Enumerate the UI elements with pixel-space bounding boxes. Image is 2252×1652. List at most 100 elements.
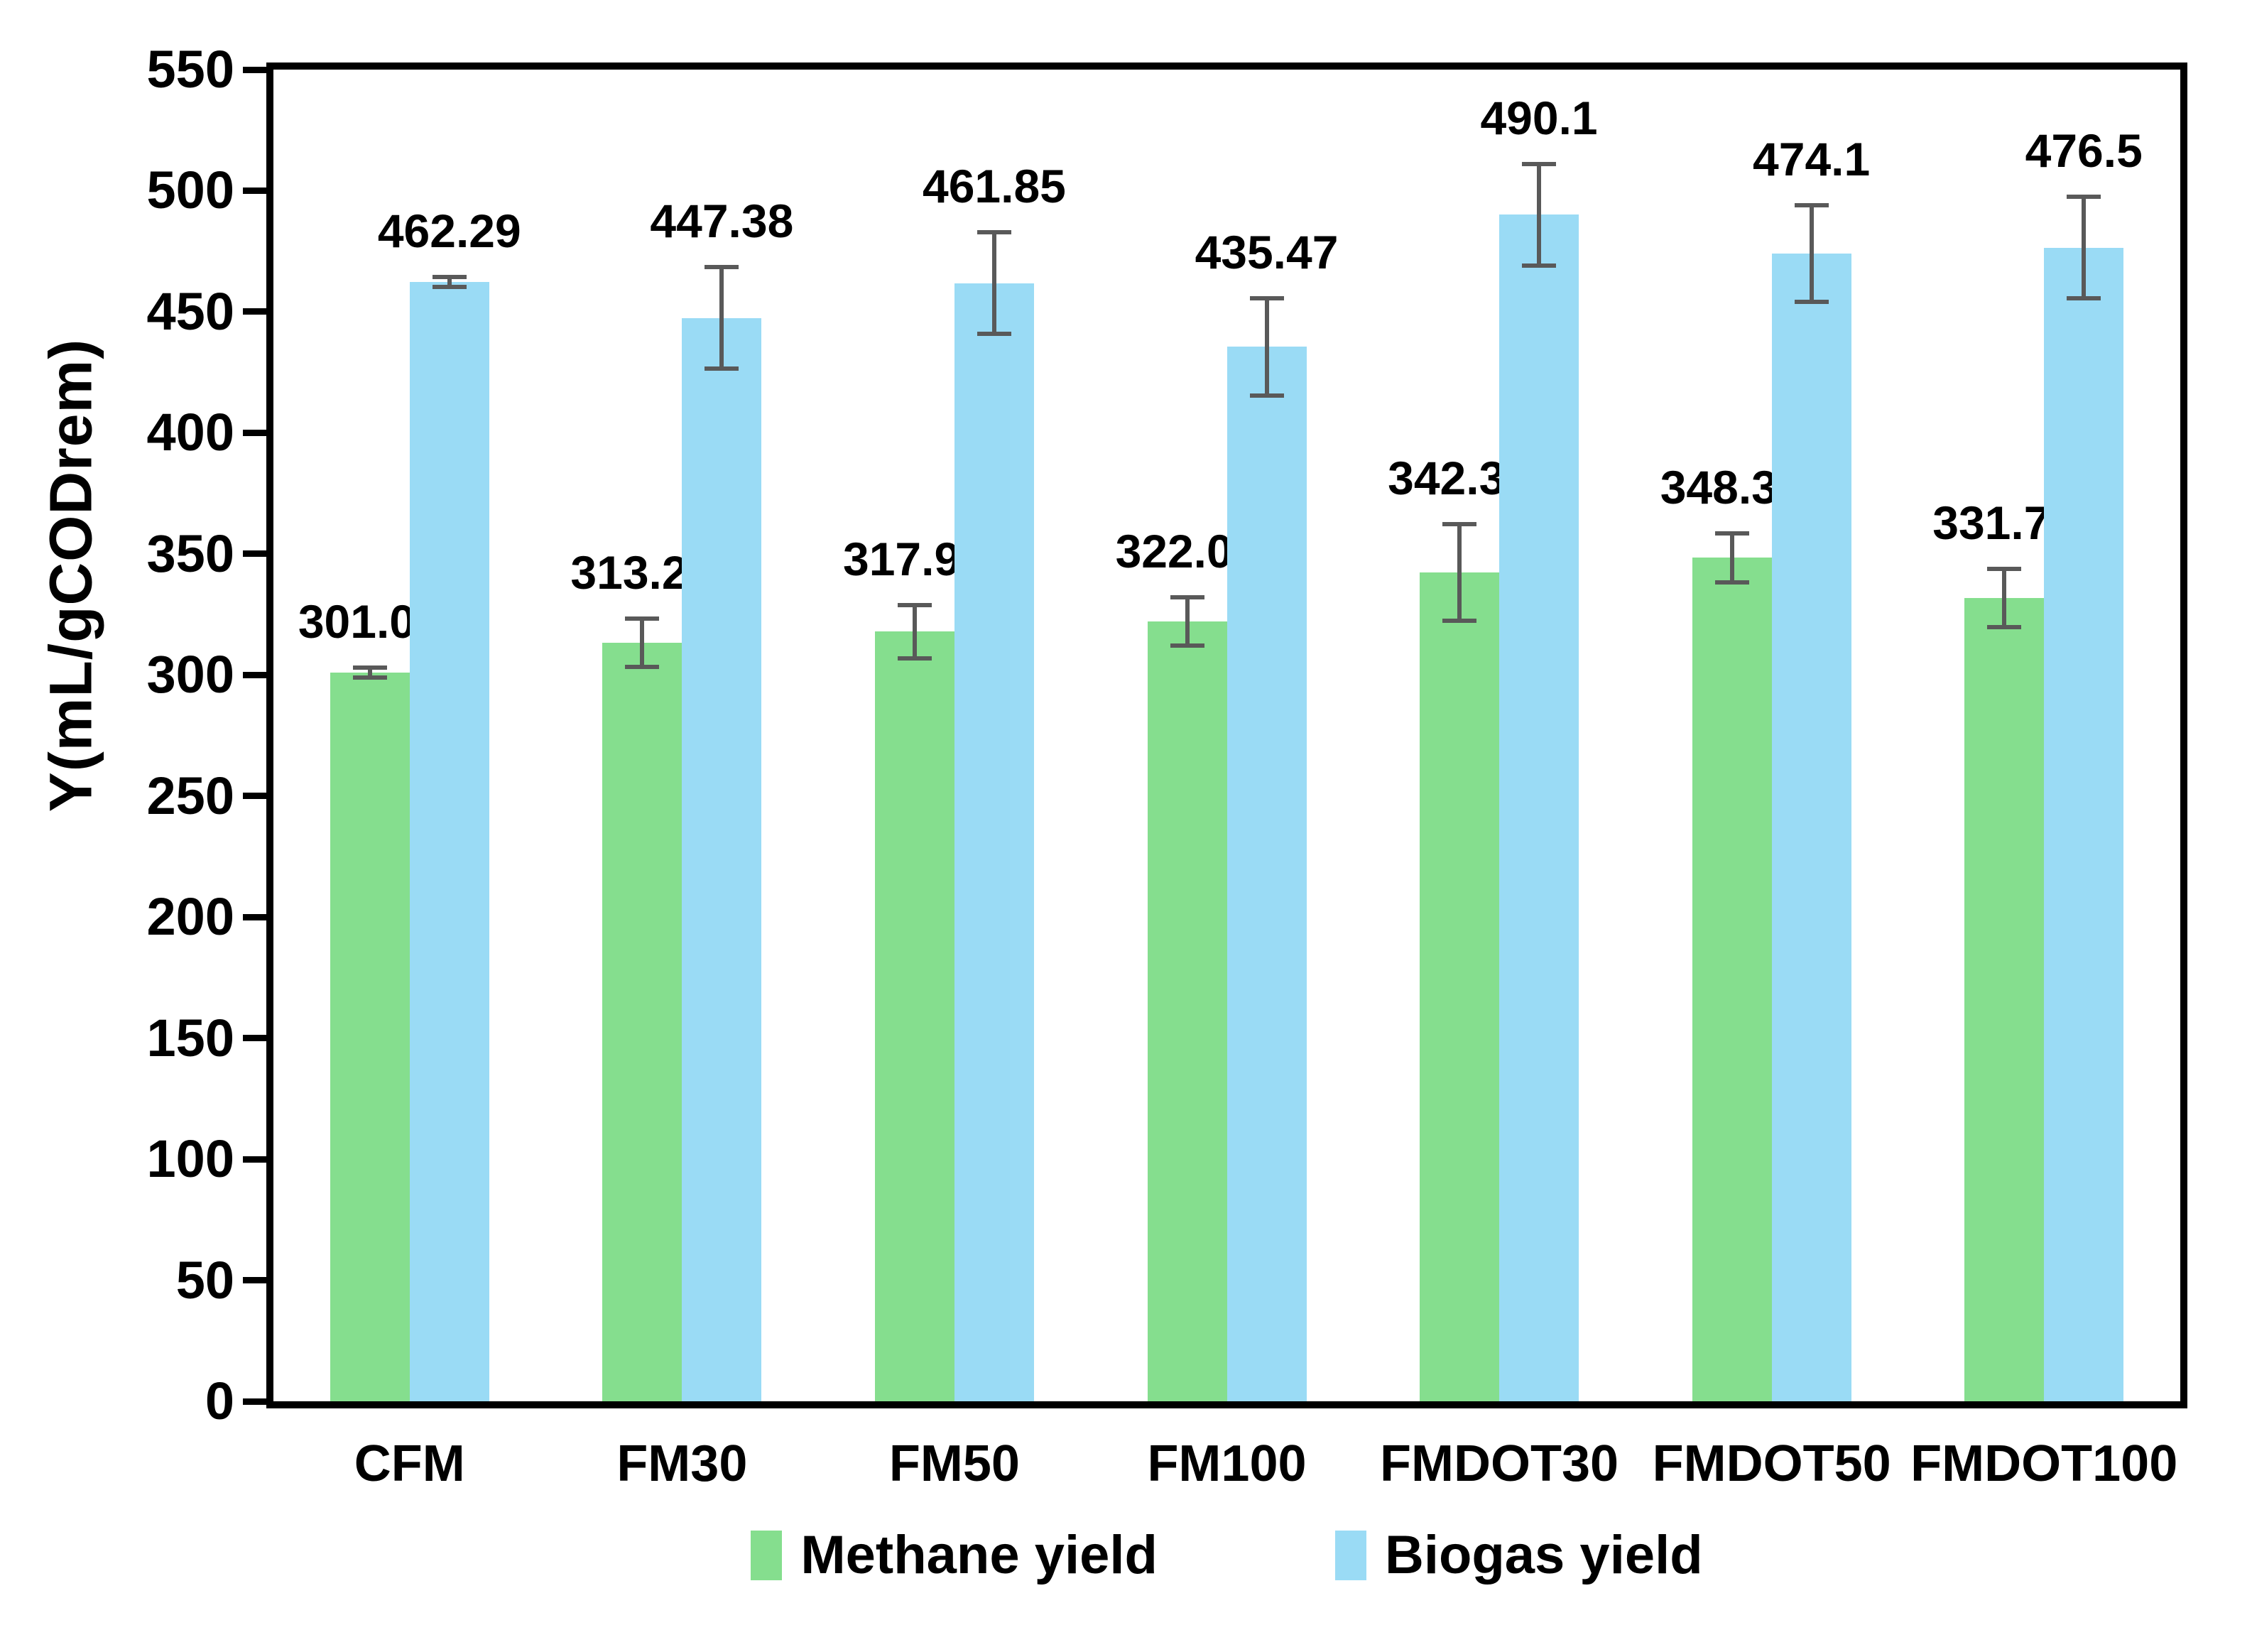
bar-methane-yield-FM100 [1147,621,1227,1401]
y-tick-mark [243,671,266,678]
error-bar-cap [705,366,739,371]
legend-label: Methane yield [800,1525,1158,1585]
y-tick-label: 50 [175,1250,234,1310]
error-bar [991,232,996,335]
error-bar [1185,597,1190,646]
x-axis-label-FMDOT100: FMDOT100 [1910,1435,2178,1492]
error-bar-cap [1249,296,1284,301]
error-bar-cap [977,229,1011,234]
error-bar [719,267,724,369]
bar-biogas-yield-CFM [409,282,489,1401]
error-bar [1809,205,1814,302]
error-bar-cap [1714,531,1749,536]
y-tick-label: 0 [205,1371,234,1430]
error-bar-cap [1522,263,1557,268]
error-bar-cap [1987,567,2022,572]
error-bar-cap [1794,202,1829,207]
bar-methane-yield-FM50 [874,631,954,1401]
bar-methane-yield-FMDOT100 [1964,598,2045,1401]
bar-value-label: 490.1 [1480,91,1598,144]
x-axis-label-FM100: FM100 [1147,1435,1307,1492]
x-axis-label-CFM: CFM [354,1435,465,1492]
y-tick-mark [243,913,266,920]
y-tick-label: 300 [146,645,234,705]
bar-methane-yield-FMDOT30 [1420,572,1500,1401]
error-bar-cap [897,602,932,607]
y-tick-label: 150 [146,1008,234,1067]
error-bar-cap [1170,643,1204,648]
y-tick-mark [243,308,266,315]
error-bar-cap [1714,580,1749,585]
error-bar-cap [432,284,467,289]
y-tick-mark [243,1398,266,1405]
error-bar-cap [1442,619,1477,624]
bar-value-label: 462.29 [377,205,521,258]
error-bar-cap [1170,594,1204,599]
bar-value-label: 435.47 [1195,226,1339,279]
error-bar-cap [625,616,660,621]
y-tick-mark [243,1035,266,1042]
y-tick-label: 400 [146,403,234,462]
y-tick-mark [243,66,266,73]
y-tick-label: 500 [146,161,234,220]
legend-entry-methane-yield: Methane yield [751,1527,1158,1584]
bar-biogas-yield-FM100 [1226,347,1307,1401]
error-bar [1729,533,1734,582]
y-tick-mark [243,187,266,194]
bar-value-label: 474.1 [1753,132,1871,185]
y-tick-label: 250 [146,766,234,825]
error-bar-cap [352,675,387,680]
error-bar [1457,523,1462,621]
error-bar [367,667,372,678]
bar-value-label: 476.5 [2025,124,2143,177]
error-bar-cap [2067,194,2101,199]
error-bar-cap [432,275,467,280]
y-tick-mark [243,429,266,436]
y-tick-label: 550 [146,40,234,99]
x-axis-label-FMDOT30: FMDOT30 [1380,1435,1619,1492]
error-bar-cap [1442,521,1477,526]
bar-methane-yield-CFM [330,672,410,1401]
bar-biogas-yield-FMDOT30 [1499,214,1579,1401]
error-bar [1537,163,1542,266]
error-bar [640,618,645,668]
error-bar-cap [2067,296,2101,301]
error-bar-cap [1794,299,1829,304]
bar-biogas-yield-FM30 [682,317,762,1401]
legend-swatch [1334,1531,1366,1580]
error-bar-cap [1987,624,2022,629]
error-bar [2082,196,2087,299]
x-axis-label-FM30: FM30 [616,1435,748,1492]
error-bar-cap [1522,161,1557,166]
error-bar-cap [897,656,932,661]
error-bar [447,277,452,287]
legend: Methane yield Biogas yield [266,1527,2187,1584]
error-bar-cap [977,332,1011,337]
bar-value-label: 461.85 [922,159,1066,212]
x-axis-label-FMDOT50: FMDOT50 [1652,1435,1891,1492]
legend-swatch [751,1531,783,1580]
bar-biogas-yield-FM50 [954,283,1034,1401]
bar-methane-yield-FM30 [602,643,682,1401]
legend-entry-biogas-yield: Biogas yield [1334,1525,1703,1585]
error-bar-cap [705,265,739,270]
y-tick-label: 450 [146,281,234,341]
error-bar [1264,298,1269,396]
y-tick-mark [243,793,266,800]
y-tick-label: 350 [146,523,234,583]
bar-biogas-yield-FMDOT100 [2044,247,2124,1401]
error-bar [2002,569,2007,627]
bar-methane-yield-FMDOT50 [1692,558,1772,1401]
bar-biogas-yield-FMDOT50 [1771,253,1851,1401]
error-bar [912,604,917,658]
error-bar-cap [625,665,660,670]
x-axis-label-FM50: FM50 [888,1435,1020,1492]
error-bar-cap [352,665,387,670]
y-tick-mark [243,1156,266,1163]
legend-label: Biogas yield [1384,1525,1703,1585]
y-tick-label: 100 [146,1129,234,1189]
y-tick-label: 200 [146,887,234,947]
y-tick-mark [243,1277,266,1284]
y-tick-mark [243,550,266,558]
